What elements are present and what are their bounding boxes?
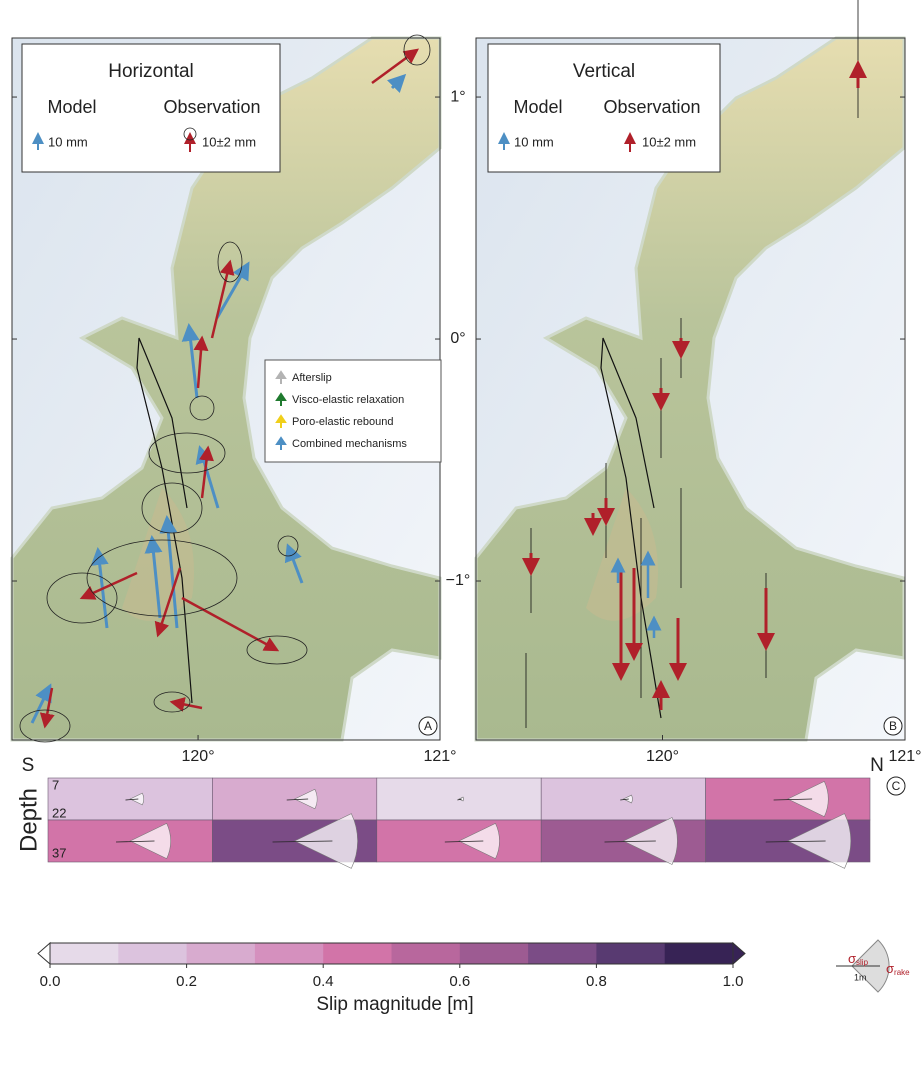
y-tick-label: 0° (450, 330, 465, 347)
depth-tick-label: 37 (52, 845, 66, 860)
depth-tick-label: 7 (52, 777, 59, 792)
y-tick-label: −1° (446, 572, 471, 589)
legend-model-scale: 10 mm (514, 134, 554, 149)
panel-label: A (424, 719, 432, 733)
colorbar-bin (50, 943, 119, 964)
panel-title: Vertical (573, 61, 635, 82)
colorbar-tick-label: 0.6 (449, 973, 470, 990)
colorbar-bin (528, 943, 597, 964)
legend-obs-scale: 10±2 mm (202, 134, 256, 149)
mechanism-name: Combined mechanisms (292, 438, 407, 450)
right-label: N (870, 755, 884, 776)
panel-label: C (892, 779, 901, 793)
colorbar-bin (118, 943, 187, 964)
mechanism-name: Visco-elastic relaxation (292, 394, 404, 406)
colorbar-tick-label: 0.2 (176, 973, 197, 990)
sigma-part: σ (886, 961, 894, 976)
colorbar-bin (460, 943, 529, 964)
y-tick-label: 1° (450, 88, 465, 105)
page: {"panels":[ {"label":"A","title":"Horizo… (0, 0, 923, 1082)
colorbar-bin (187, 943, 256, 964)
left-label: S (22, 755, 35, 776)
figure: Horizontal Model Observation 10 mm 10±2 mm A 1… (0, 0, 923, 1082)
colorbar-tick-label: 0.4 (313, 973, 334, 990)
legend-observation: Observation (163, 97, 260, 117)
inset-sigma-rake: σrake (886, 961, 910, 977)
x-tick-label: 120° (646, 748, 679, 765)
depth-label: Depth (15, 788, 42, 852)
x-tick-label: 121° (423, 748, 456, 765)
legend-model-scale: 10 mm (48, 134, 88, 149)
colorbar-over (733, 943, 745, 964)
legend-observation: Observation (603, 97, 700, 117)
sigma-part: slip (856, 958, 869, 967)
sigma-part: σ (848, 951, 856, 966)
colorbar-bin (665, 943, 734, 964)
legend-model: Model (513, 97, 562, 117)
legend-obs-scale: 10±2 mm (642, 134, 696, 149)
colorbar-tick-label: 0.8 (586, 973, 607, 990)
sigma-part: rake (894, 968, 910, 977)
colorbar-bin (596, 943, 665, 964)
inset-scale: 1m (854, 972, 867, 982)
x-tick-label: 121° (888, 748, 921, 765)
colorbar-bin (392, 943, 461, 964)
x-tick-label: 120° (182, 748, 215, 765)
legend-model: Model (47, 97, 96, 117)
colorbar-tick-label: 0.0 (40, 973, 61, 990)
colorbar-title: Slip magnitude [m] (316, 994, 473, 1015)
colorbar-under (38, 943, 50, 964)
panel-title: Horizontal (108, 61, 194, 82)
depth-tick-label: 22 (52, 805, 66, 820)
colorbar-bin (323, 943, 392, 964)
mechanism-name: Poro-elastic rebound (292, 416, 394, 428)
mechanism-name: Afterslip (292, 372, 332, 384)
colorbar-bin (255, 943, 324, 964)
panel-label: B (889, 719, 897, 733)
colorbar-tick-label: 1.0 (723, 973, 744, 990)
